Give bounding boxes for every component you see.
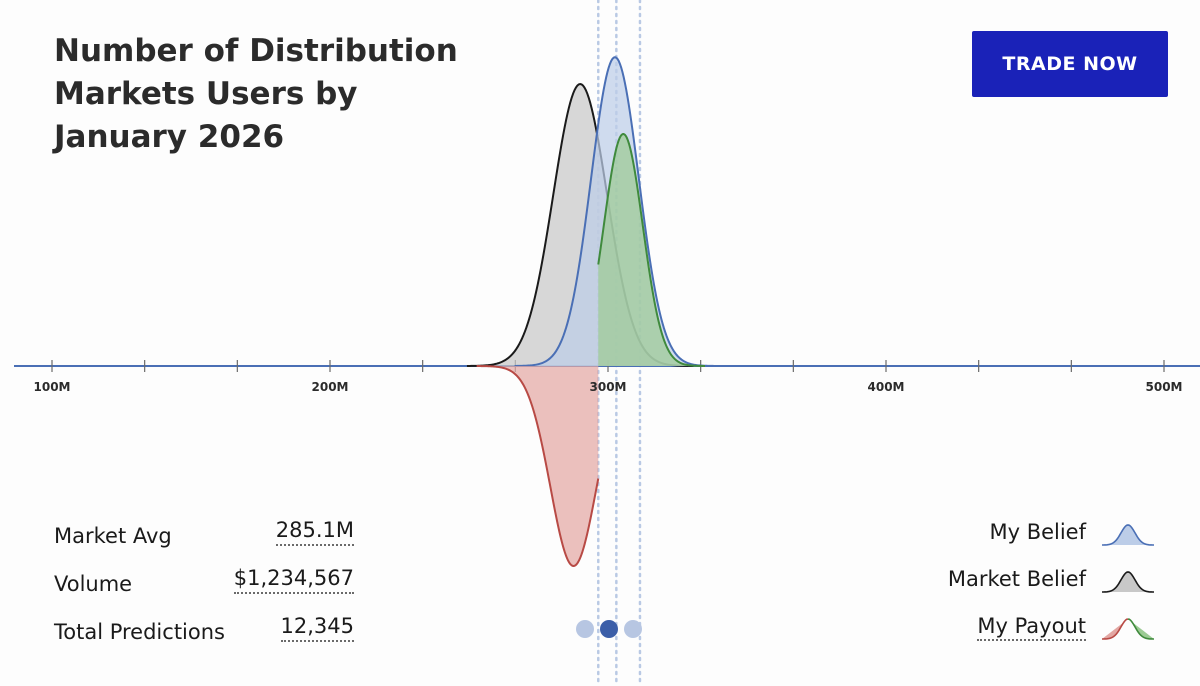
- stat-total-predictions: Total Predictions 12,345: [54, 612, 354, 660]
- my-belief-icon: [1102, 524, 1154, 546]
- stat-market-avg: Market Avg 285.1M: [54, 516, 354, 564]
- x-tick-label: 400M: [868, 380, 905, 394]
- my-belief-line: [514, 56, 716, 367]
- pagination-dot[interactable]: [624, 620, 642, 638]
- market-stats: Market Avg 285.1M Volume $1,234,567 Tota…: [54, 516, 354, 660]
- total-predictions-value[interactable]: 12,345: [280, 614, 354, 642]
- legend-item-my-payout[interactable]: My Payout: [896, 610, 1156, 657]
- legend-label: My Payout: [977, 614, 1086, 641]
- my-payout-line: [597, 133, 706, 367]
- trade-now-button[interactable]: TRADE NOW: [972, 31, 1168, 97]
- chart-title: Number of Distribution Markets Users by …: [54, 33, 458, 155]
- pagination-dots: [576, 620, 646, 640]
- my-payout-area: [476, 366, 599, 566]
- x-tick-label: 300M: [590, 380, 627, 394]
- x-tick-label: 200M: [312, 380, 349, 394]
- stat-volume: Volume $1,234,567: [54, 564, 354, 612]
- market-avg-value[interactable]: 285.1M: [275, 518, 354, 546]
- stat-label: Total Predictions: [54, 620, 225, 644]
- market-belief-icon: [1102, 571, 1154, 593]
- stat-label: Market Avg: [54, 524, 172, 548]
- my-payout-area: [598, 134, 706, 366]
- x-tick-label: 100M: [34, 380, 71, 394]
- volume-value[interactable]: $1,234,567: [233, 566, 354, 594]
- stat-label: Volume: [54, 572, 133, 596]
- pagination-dot[interactable]: [576, 620, 594, 638]
- chart-legend: My Belief Market Belief My Payout: [896, 516, 1156, 657]
- my-payout-line: [476, 365, 600, 567]
- pagination-dot[interactable]: [600, 620, 618, 638]
- market-belief-area: [466, 84, 694, 366]
- x-tick-label: 500M: [1146, 380, 1183, 394]
- legend-item-market-belief[interactable]: Market Belief: [896, 563, 1156, 610]
- legend-item-my-belief[interactable]: My Belief: [896, 516, 1156, 563]
- legend-label: Market Belief: [947, 567, 1086, 591]
- my-payout-icon: [1102, 618, 1154, 640]
- legend-label: My Belief: [989, 520, 1086, 544]
